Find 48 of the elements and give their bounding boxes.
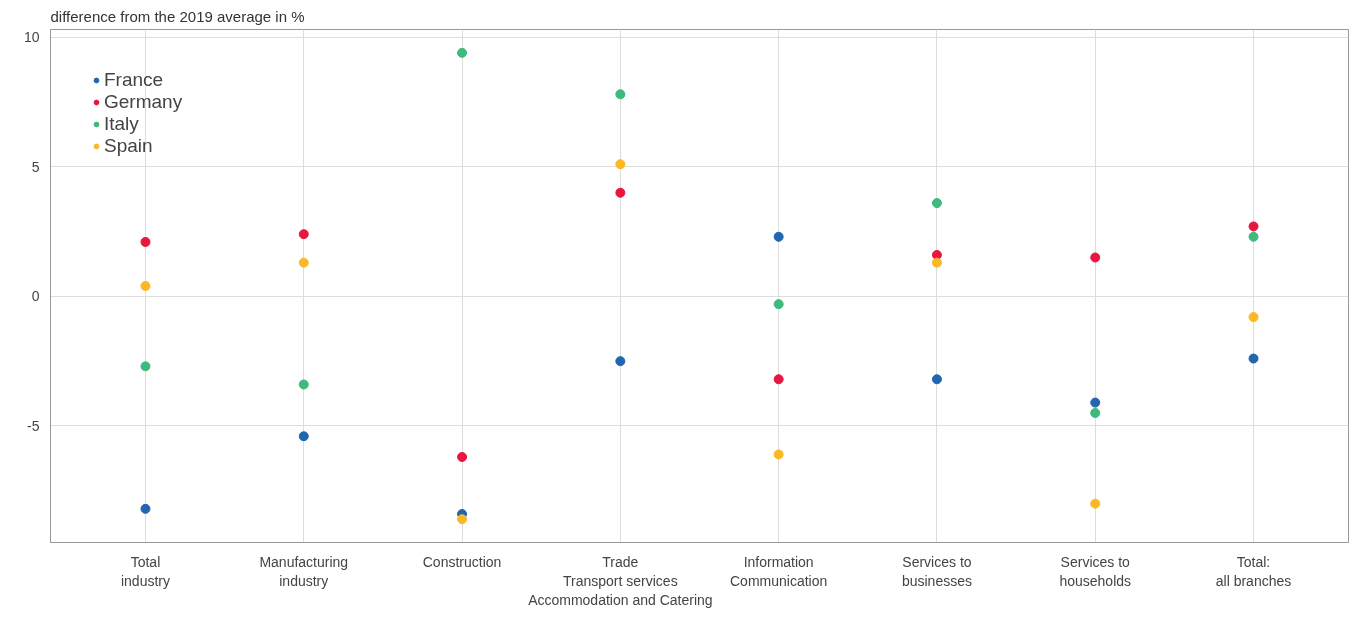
point xyxy=(931,198,942,209)
point xyxy=(457,452,468,462)
x-tick-label: Construction xyxy=(422,553,502,570)
x-tick-label: Total industry xyxy=(120,553,170,589)
x-tick-label: Services to businesses xyxy=(901,553,972,589)
point xyxy=(931,374,942,385)
point xyxy=(298,431,309,442)
point xyxy=(931,257,942,268)
point xyxy=(298,229,309,240)
point xyxy=(140,236,151,247)
y-tick-label: 0 xyxy=(31,288,40,305)
legend-label: Germany xyxy=(104,91,183,113)
point xyxy=(615,187,626,198)
point xyxy=(615,89,626,100)
point xyxy=(140,361,151,372)
point xyxy=(298,257,309,268)
point xyxy=(298,379,309,390)
point xyxy=(1090,498,1101,509)
x-tick-label: Information Communication xyxy=(730,553,828,589)
legend-label: Spain xyxy=(104,135,153,157)
point xyxy=(1248,221,1259,232)
point xyxy=(1090,252,1101,263)
point xyxy=(1248,312,1259,323)
point xyxy=(457,47,468,58)
x-tick-label: Services to households xyxy=(1059,553,1132,589)
legend-label: Italy xyxy=(104,113,139,135)
point xyxy=(773,231,784,242)
point xyxy=(931,249,942,260)
point xyxy=(773,449,784,460)
point xyxy=(615,159,626,170)
point xyxy=(1248,231,1259,242)
point xyxy=(1090,397,1101,408)
x-tick-label: Total: all branches xyxy=(1215,553,1292,589)
x-tick-label: Manufacturing industry xyxy=(259,553,349,589)
point xyxy=(140,281,151,291)
y-tick-label: 5 xyxy=(31,158,40,175)
point xyxy=(1248,353,1259,364)
point xyxy=(457,514,468,525)
y-tick-label: -5 xyxy=(27,417,40,434)
point xyxy=(1090,407,1101,418)
chart-subtitle: difference from the 2019 average in % xyxy=(50,7,305,25)
y-tick-label: 10 xyxy=(23,29,40,46)
point xyxy=(140,503,151,514)
point xyxy=(773,374,784,385)
point xyxy=(773,299,784,310)
x-tick-label: Trade Transport services Accommodation and Catering xyxy=(528,553,713,608)
legend-label: France xyxy=(104,69,164,91)
point xyxy=(615,356,626,367)
